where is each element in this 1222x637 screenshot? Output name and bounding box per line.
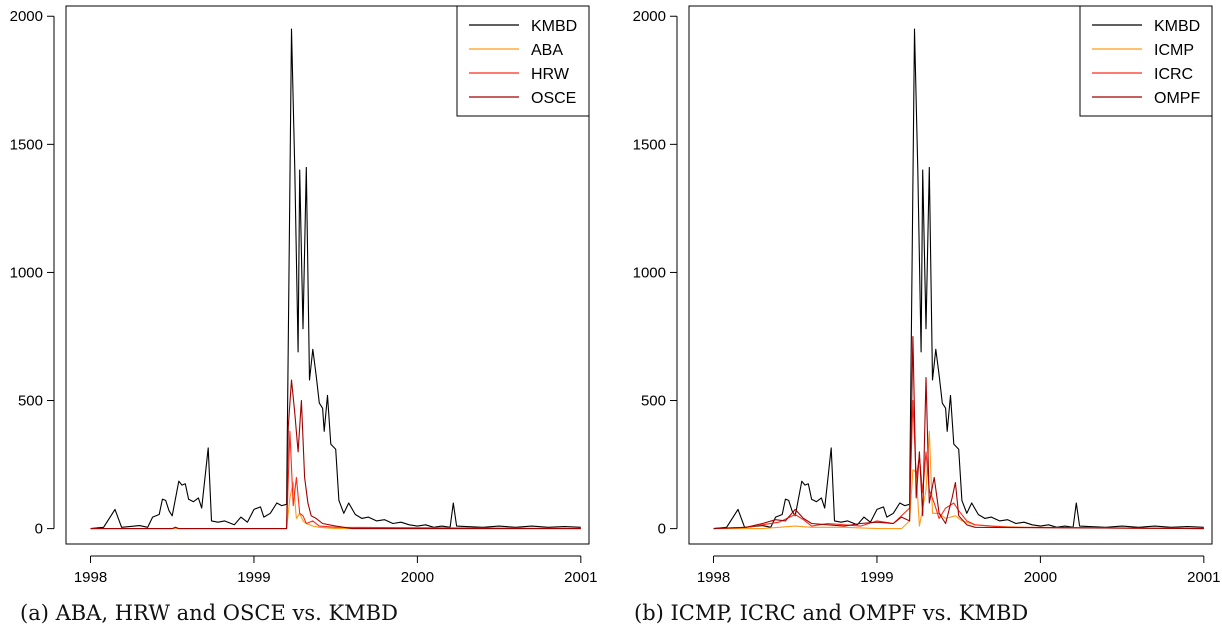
legend-label-kmbd: KMBD — [531, 18, 577, 35]
plot-frame — [65, 5, 590, 545]
caption-panel-b: (b) ICMP, ICRC and OMPF vs. KMBD — [634, 601, 1029, 625]
y-tick-label: 0 — [35, 521, 43, 538]
legend-label-osce: OSCE — [531, 90, 576, 107]
x-tick-label: 2000 — [401, 569, 434, 586]
y-tick-label: 2000 — [633, 8, 666, 25]
chart-panel-a: 1998 1999 2000 2001 0 500 1000 1500 2000 KMBD AB… — [10, 5, 598, 586]
series-line-kmbd — [90, 28, 581, 530]
series-layer — [713, 28, 1204, 530]
x-tick-label: 1998 — [74, 569, 107, 586]
legend: KMBD ICMP ICRC OMPF — [1079, 5, 1213, 117]
series-line-osce — [90, 379, 581, 530]
legend-label-icrc: ICRC — [1154, 66, 1193, 83]
legend: KMBD ABA HRW OSCE — [456, 5, 590, 117]
chart-panel-b: 1998 1999 2000 2001 0 500 1000 1500 2000 KMBD IC… — [633, 5, 1221, 586]
plot-frame — [688, 5, 1213, 545]
y-tick-label: 1500 — [10, 136, 43, 153]
legend-label-ompf: OMPF — [1154, 90, 1200, 107]
y-axis: 0 500 1000 1500 2000 — [633, 8, 678, 538]
x-tick-label: 2000 — [1024, 569, 1057, 586]
series-line-icrc — [713, 399, 1204, 530]
legend-box — [1079, 5, 1213, 117]
x-axis: 1998 1999 2000 2001 — [74, 555, 598, 586]
y-tick-label: 1500 — [633, 136, 666, 153]
x-tick-label: 2001 — [1187, 569, 1220, 586]
y-axis: 0 500 1000 1500 2000 — [10, 8, 55, 538]
series-line-hrw — [90, 430, 581, 530]
legend-label-icmp: ICMP — [1154, 42, 1194, 59]
legend-label-aba: ABA — [531, 42, 563, 59]
legend-box — [456, 5, 590, 117]
series-line-kmbd — [713, 28, 1204, 530]
x-tick-label: 1998 — [697, 569, 730, 586]
series-line-ompf — [713, 335, 1204, 530]
y-tick-label: 1000 — [633, 264, 666, 281]
legend-label-hrw: HRW — [531, 66, 570, 83]
caption-panel-a: (a) ABA, HRW and OSCE vs. KMBD — [20, 601, 398, 625]
x-tick-label: 1999 — [860, 569, 893, 586]
series-line-aba — [90, 481, 581, 530]
x-tick-label: 1999 — [237, 569, 270, 586]
x-axis: 1998 1999 2000 2001 — [697, 555, 1221, 586]
y-tick-label: 500 — [18, 393, 43, 410]
figure-canvas: 1998 1999 2000 2001 0 500 1000 1500 2000 KMBD AB… — [10, 5, 1221, 586]
y-tick-label: 0 — [658, 521, 666, 538]
series-layer — [90, 28, 581, 530]
legend-label-kmbd: KMBD — [1154, 18, 1200, 35]
y-tick-label: 2000 — [10, 8, 43, 25]
y-tick-label: 500 — [641, 393, 666, 410]
y-tick-label: 1000 — [10, 264, 43, 281]
x-tick-label: 2001 — [564, 569, 597, 586]
